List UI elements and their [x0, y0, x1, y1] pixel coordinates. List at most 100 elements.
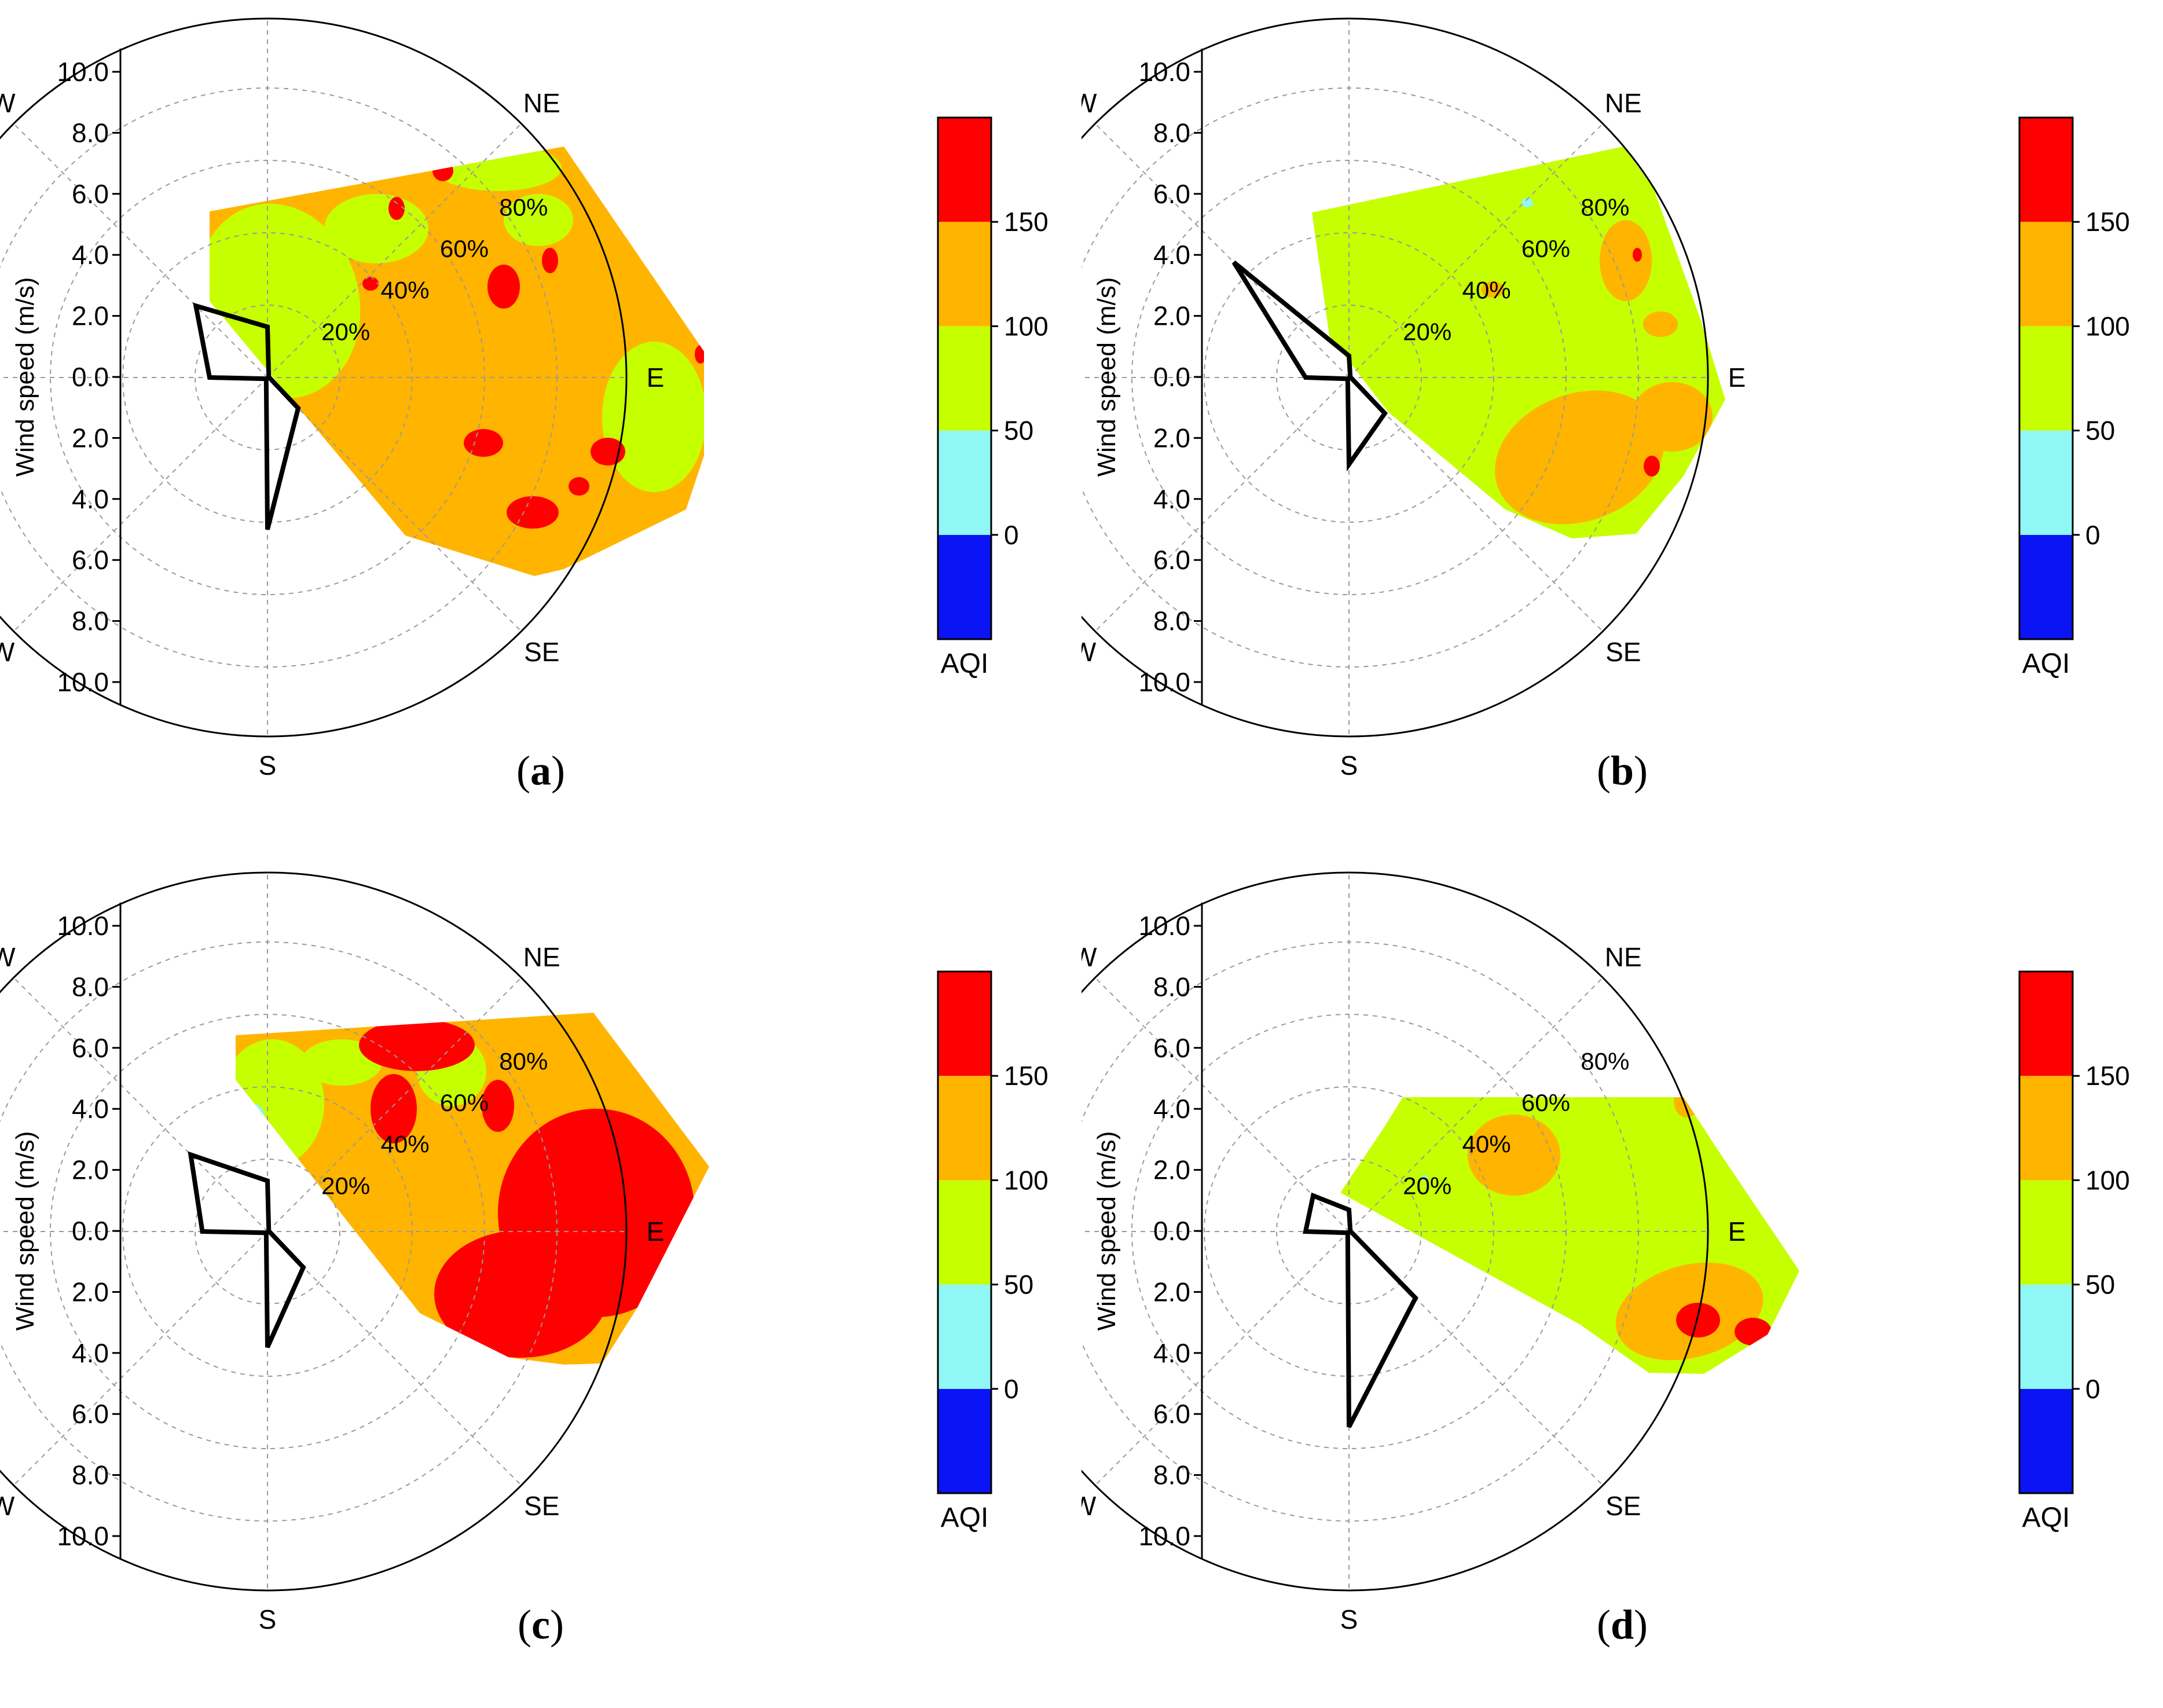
aqi-region-150-a-8: [362, 277, 379, 291]
frequency-label-b-40: 40%: [1462, 277, 1511, 304]
speed-axis-title-c: Wind speed (m/s): [11, 1131, 39, 1331]
aqi-region-150-c-1: [434, 1230, 608, 1358]
frequency-ring-d-40: [1204, 1086, 1494, 1377]
caption-d: (d): [1596, 1601, 1648, 1648]
wind-rose-d: [1303, 1192, 1418, 1428]
colorbar-tick-label-d-50: 50: [2085, 1270, 2115, 1300]
direction-label-a-NW: NW: [0, 88, 16, 118]
frequency-label-c-20: 20%: [321, 1172, 370, 1199]
direction-label-d-E: E: [1728, 1216, 1746, 1247]
colorbar-band-a-2: [938, 326, 991, 431]
frequency-label-d-80: 80%: [1581, 1047, 1629, 1075]
speed-tick-label-b-0: 10.0: [1138, 57, 1190, 87]
aqi-region-150-d-2: [1604, 1380, 1641, 1405]
direction-label-c-SW: SW: [0, 1491, 15, 1521]
direction-spoke-a-NW: [13, 123, 268, 378]
direction-label-a-S: S: [259, 750, 277, 780]
colorbar-tick-label-c-100: 100: [1004, 1165, 1048, 1195]
direction-label-c-E: E: [647, 1216, 665, 1247]
aqi-region-100-150-b-0: [1495, 390, 1664, 525]
colorbar-band-c-4: [938, 972, 991, 1076]
colorbar-tick-label-a-100: 100: [1004, 311, 1048, 341]
colorbar-title-c: AQI: [941, 1502, 989, 1533]
speed-tick-label-a-4: 2.0: [72, 301, 109, 331]
colorbar-frame-a: [937, 116, 992, 640]
colorbar-tick-label-b-50: 50: [2085, 416, 2115, 446]
speed-tick-label-d-4: 2.0: [1153, 1155, 1190, 1185]
frequency-label-c-80: 80%: [499, 1047, 548, 1075]
speed-tick-label-c-5: 0.0: [72, 1216, 109, 1246]
direction-label-a-E: E: [647, 362, 665, 393]
aqi-region-150-a-1: [464, 429, 503, 457]
speed-tick-label-c-10: 10.0: [57, 1521, 109, 1551]
frequency-label-b-60: 60%: [1522, 235, 1570, 262]
direction-label-c-NE: NE: [523, 942, 560, 972]
colorbar-frame-b: [2018, 116, 2074, 640]
colorbar-tick-label-a-150: 150: [1004, 207, 1048, 237]
speed-tick-label-a-7: 4.0: [72, 484, 109, 514]
colorbar-band-d-3: [2019, 1076, 2073, 1181]
aqi-region-150-a-0: [487, 265, 520, 309]
aqi-field-c: [236, 1013, 709, 1365]
chart-d: NNEESESSWWNW20%40%60%80%10.08.06.04.02.0…: [1082, 854, 2130, 1634]
speed-tick-label-a-2: 6.0: [72, 179, 109, 209]
speed-tick-label-c-4: 2.0: [72, 1155, 109, 1185]
speed-tick-label-a-6: 2.0: [72, 423, 109, 453]
direction-label-b-N: N: [1339, 0, 1358, 5]
direction-spoke-d-NE: [1348, 977, 1604, 1232]
aqi-region-0-50-b-0: [1522, 198, 1533, 207]
aqi-region-150-a-7: [695, 345, 704, 364]
speed-tick-label-b-8: 6.0: [1153, 545, 1190, 575]
colorbar-band-b-3: [2019, 222, 2073, 327]
speed-tick-label-b-2: 6.0: [1153, 179, 1190, 209]
direction-label-c-S: S: [259, 1604, 277, 1634]
aqi-region-150-d-0: [1676, 1303, 1720, 1337]
frequency-label-a-60: 60%: [440, 235, 489, 262]
colorbar-band-a-0: [938, 534, 991, 639]
speed-tick-label-c-0: 10.0: [57, 911, 109, 941]
speed-tick-label-d-5: 0.0: [1153, 1216, 1190, 1246]
direction-label-a-SE: SE: [524, 637, 559, 667]
colorbar-title-b: AQI: [2022, 648, 2070, 679]
aqi-region-100-150-d-2: [1468, 1115, 1560, 1196]
aqi-field-d: [1340, 1097, 1799, 1405]
chart-c: NNEESESSWWNW20%40%60%80%10.08.06.04.02.0…: [0, 854, 1048, 1634]
direction-spoke-c-SW: [13, 1231, 268, 1486]
aqi-region-150-a-2: [507, 496, 559, 529]
speed-tick-label-b-3: 4.0: [1153, 240, 1190, 270]
frequency-ring-a-40: [122, 232, 413, 523]
colorbar-band-a-3: [938, 222, 991, 327]
direction-label-a-SW: SW: [0, 637, 15, 667]
direction-spoke-b-SW: [1094, 377, 1350, 632]
colorbar-tick-label-b-100: 100: [2085, 311, 2130, 341]
direction-spoke-d-NW: [1094, 977, 1350, 1232]
speed-tick-label-c-3: 4.0: [72, 1094, 109, 1124]
aqi-region-100-150-b-1: [1632, 382, 1713, 452]
colorbar-tick-label-c-50: 50: [1004, 1270, 1033, 1300]
direction-label-c-N: N: [258, 854, 277, 859]
colorbar-band-b-4: [2019, 118, 2073, 222]
colorbar-band-c-1: [938, 1284, 991, 1389]
aqi-field-b: [1312, 146, 1725, 538]
aqi-region-150-a-5: [388, 197, 405, 220]
panel-c: NNEESESSWWNW20%40%60%80%10.08.06.04.02.0…: [0, 854, 1082, 1708]
speed-tick-label-d-10: 10.0: [1138, 1521, 1190, 1551]
colorbar-band-c-2: [938, 1180, 991, 1285]
direction-label-c-SE: SE: [524, 1491, 559, 1521]
direction-label-b-SW: SW: [1082, 637, 1097, 667]
aqi-region-50-100-a-4: [504, 194, 573, 246]
aqi-region-0-50-d-0: [1421, 1175, 1428, 1180]
wind-rose-b: [1231, 260, 1388, 472]
frequency-label-c-60: 60%: [440, 1089, 489, 1116]
frequency-ring-c-40: [122, 1086, 413, 1377]
speed-tick-label-c-7: 4.0: [72, 1338, 109, 1368]
speed-tick-label-c-6: 2.0: [72, 1277, 109, 1307]
colorbar-frame-c: [937, 970, 992, 1494]
aqi-region-150-a-9: [569, 477, 589, 496]
polar-outer-circle-c: [0, 871, 628, 1592]
colorbar-tick-label-d-0: 0: [2085, 1374, 2100, 1404]
direction-spoke-c-SE: [267, 1231, 522, 1486]
colorbar-title-d: AQI: [2022, 1502, 2070, 1533]
colorbar-band-b-1: [2019, 430, 2073, 535]
